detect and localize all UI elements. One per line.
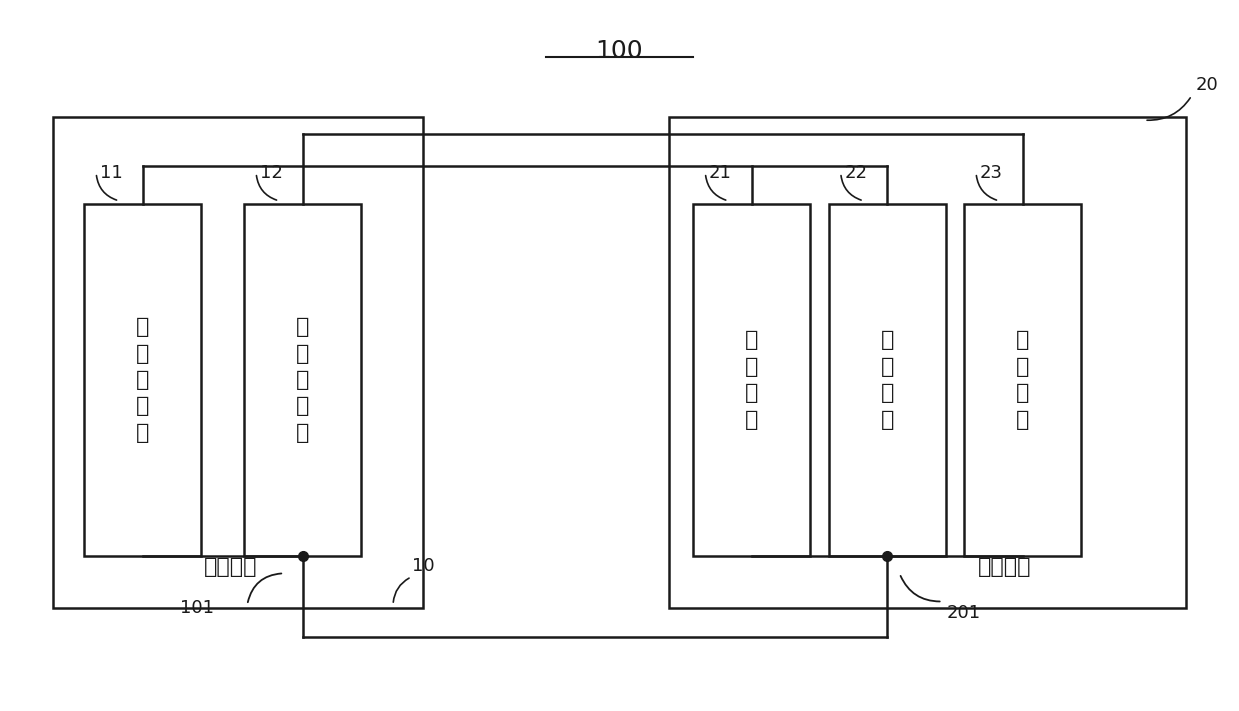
Text: 22: 22 bbox=[845, 164, 867, 182]
Bar bbox=[964, 205, 1080, 556]
Text: 100: 100 bbox=[596, 39, 643, 63]
Text: 第
一
桥
臂: 第 一 桥 臂 bbox=[745, 331, 758, 429]
Text: 21: 21 bbox=[709, 164, 732, 182]
Bar bbox=[694, 205, 810, 556]
Text: 第
二
桥
臂: 第 二 桥 臂 bbox=[881, 331, 893, 429]
Bar bbox=[244, 205, 361, 556]
Bar bbox=[829, 205, 945, 556]
Text: 第
一
电
池
组: 第 一 电 池 组 bbox=[136, 317, 150, 443]
Text: 101: 101 bbox=[180, 599, 213, 617]
Text: 12: 12 bbox=[260, 164, 282, 182]
Bar bbox=[669, 117, 1186, 609]
Bar bbox=[84, 205, 201, 556]
Bar bbox=[53, 117, 422, 609]
Text: 第
三
桥
臂: 第 三 桥 臂 bbox=[1016, 331, 1030, 429]
Text: 201: 201 bbox=[947, 604, 980, 621]
Text: 11: 11 bbox=[100, 164, 123, 182]
Text: 23: 23 bbox=[980, 164, 1002, 182]
Text: 逆变电路: 逆变电路 bbox=[978, 557, 1031, 577]
Text: 供电单元: 供电单元 bbox=[204, 557, 258, 577]
Text: 第
二
电
池
组: 第 二 电 池 组 bbox=[296, 317, 310, 443]
Text: 20: 20 bbox=[1196, 76, 1218, 94]
Text: 10: 10 bbox=[411, 557, 434, 574]
